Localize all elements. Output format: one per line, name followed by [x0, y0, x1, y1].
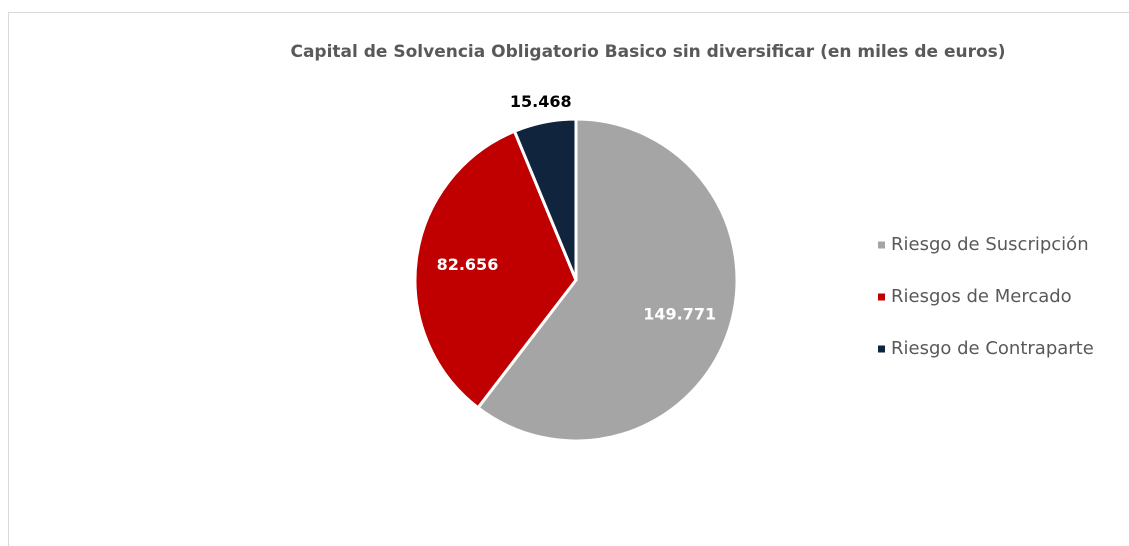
chart-title: Capital de Solvencia Obligatorio Basico …: [290, 42, 1005, 62]
data-label: 15.468: [510, 92, 572, 111]
legend-swatch: [878, 293, 885, 301]
data-label: 149.771: [643, 305, 716, 324]
legend-swatch: [878, 241, 885, 249]
legend-label: Riesgos de Mercado: [891, 286, 1072, 307]
data-label: 82.656: [437, 255, 499, 274]
pie-slice: [475, 117, 739, 443]
legend-swatch: [878, 345, 885, 353]
pie-slice: [512, 117, 578, 281]
pie-slice: [413, 129, 578, 410]
legend-label: Riesgo de Suscripción: [891, 234, 1089, 255]
legend-label: Riesgo de Contraparte: [891, 338, 1094, 359]
